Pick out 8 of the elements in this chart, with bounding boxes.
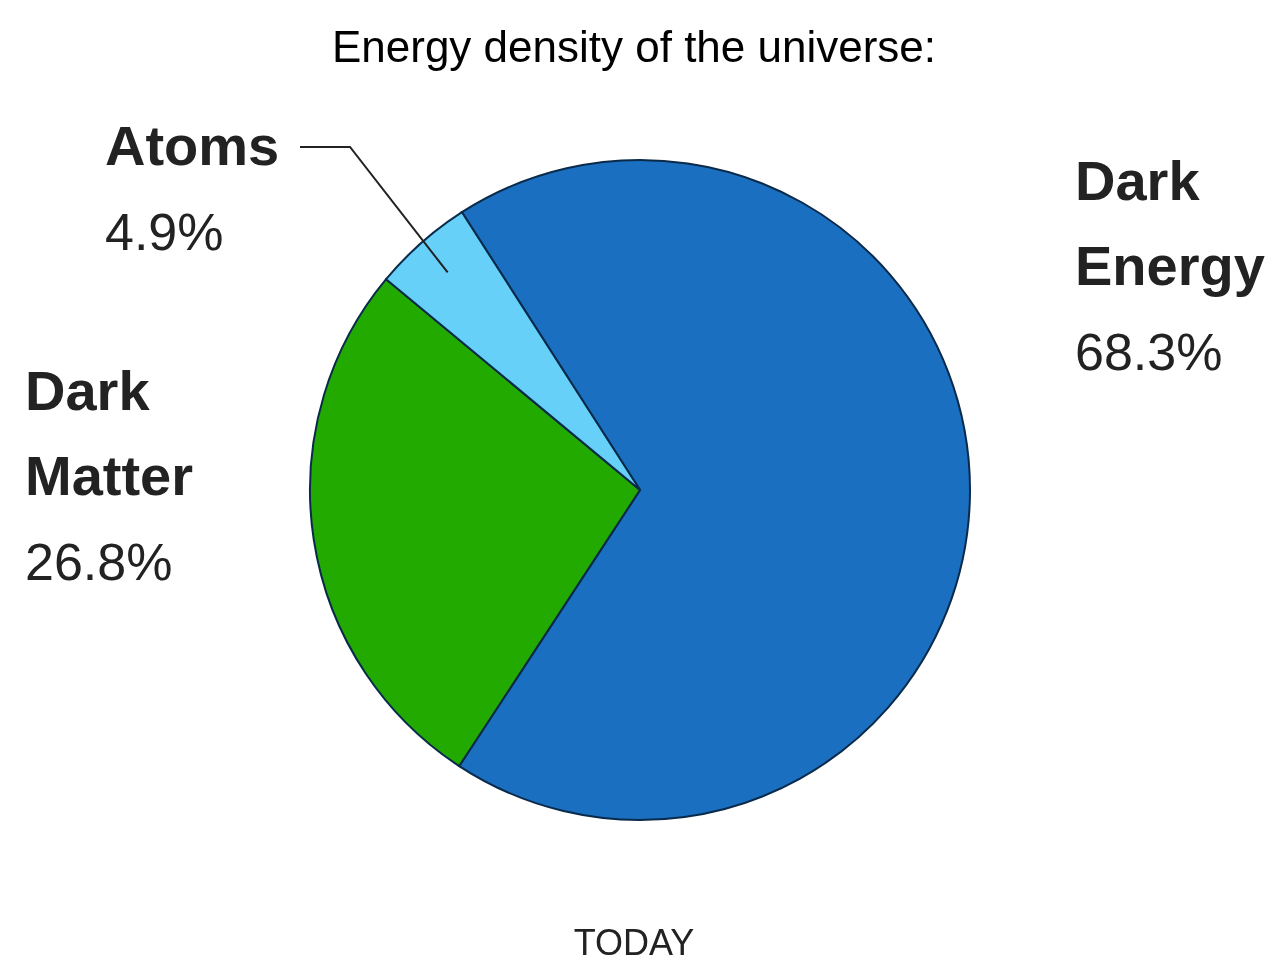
data-label: 68.3% [1075, 323, 1223, 381]
data-label: 26.8% [25, 533, 173, 591]
text: TODAY [573, 922, 695, 963]
data-label: 4.9% [105, 203, 224, 261]
chart-title: Energy density of the universe: [331, 22, 937, 71]
slice-label: Dark Energy [1075, 149, 1265, 297]
slice-label: Dark Matter [25, 359, 194, 507]
slice-label: Atoms [105, 114, 280, 177]
